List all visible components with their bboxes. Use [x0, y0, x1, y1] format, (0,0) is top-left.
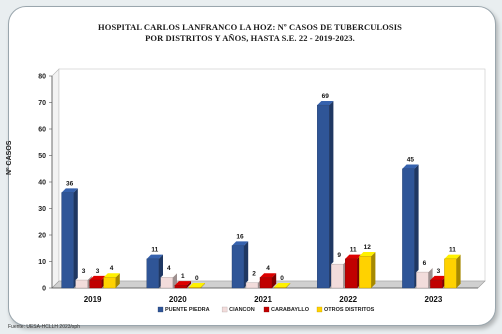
data-label: 3 — [437, 268, 441, 275]
data-label: 45 — [407, 157, 415, 164]
chart-title-line-1: HOSPITAL CARLOS LANFRANCO LA HOZ: Nº CAS… — [98, 22, 402, 32]
y-tick-label: 10 — [38, 259, 46, 266]
y-tick-label: 80 — [38, 74, 46, 81]
x-tick-label: 2023 — [425, 295, 443, 304]
data-label: 69 — [322, 93, 330, 100]
bar-otros-distritos-2023 — [444, 254, 461, 289]
bar-puente-piedra-2023 — [402, 164, 419, 289]
data-label: 36 — [66, 180, 74, 187]
bar-carabayllo-2020 — [174, 281, 191, 289]
legend-label: PUENTE PIEDRA — [165, 307, 210, 313]
bar-otros-distritos-2020 — [188, 283, 205, 289]
bar-puente-piedra-2021 — [231, 241, 249, 289]
bar-carabayllo-2022 — [345, 254, 362, 289]
y-tick-label: 20 — [38, 233, 46, 240]
data-label: 11 — [151, 247, 158, 254]
chart-title-line-2: POR DISTRITOS Y AÑOS, HASTA S.E. 22 - 20… — [145, 33, 355, 43]
data-label: 2 — [252, 271, 256, 278]
data-label: 0 — [280, 275, 284, 282]
legend-swatch — [263, 306, 270, 313]
bar-ciancon-2023 — [416, 267, 433, 289]
bar-ciancon-2022 — [331, 259, 348, 289]
y-tick-label: 50 — [38, 153, 46, 160]
legend-swatch — [316, 306, 323, 313]
source-note: Fuente: UESA-HCLLH 2023/sph — [8, 324, 80, 330]
legend-swatch — [221, 306, 228, 313]
y-tick-label: 30 — [38, 206, 46, 213]
back-wall — [58, 68, 486, 282]
legend-label: OTROS DISTRITOS — [324, 307, 375, 313]
y-tick-label: 40 — [38, 180, 46, 187]
bar-otros-distritos-2022 — [359, 252, 376, 289]
bar-puente-piedra-2019 — [61, 188, 78, 289]
y-tick-label: 60 — [38, 127, 46, 134]
data-label: 4 — [110, 265, 114, 272]
data-label: 1 — [181, 273, 185, 280]
bar-otros-distritos-2021 — [273, 283, 291, 289]
x-tick-label: 2022 — [339, 295, 357, 304]
chart-title: HOSPITAL CARLOS LANFRANCO LA HOZ: Nº CAS… — [40, 22, 460, 44]
bar-ciancon-2020 — [160, 273, 177, 289]
data-label: 9 — [337, 252, 341, 259]
bar-puente-piedra-2022 — [317, 100, 334, 289]
bar-carabayllo-2019 — [89, 275, 106, 289]
data-label: 11 — [350, 247, 357, 254]
y-tick-label: 70 — [38, 100, 46, 107]
bar-carabayllo-2023 — [430, 275, 447, 289]
data-label: 16 — [236, 233, 244, 240]
bar-ciancon-2019 — [75, 275, 92, 289]
data-label: 6 — [423, 260, 427, 267]
data-label: 12 — [364, 244, 372, 251]
data-label: 0 — [195, 275, 199, 282]
legend-label: CARABAYLLO — [271, 307, 310, 313]
legend-label: CIANCON — [229, 307, 255, 313]
bar-carabayllo-2021 — [259, 273, 277, 289]
data-label: 4 — [266, 265, 270, 272]
legend-swatch — [157, 306, 164, 313]
left-wall — [51, 68, 60, 289]
x-tick-label: 2019 — [84, 295, 102, 304]
x-tick-label: 2021 — [254, 295, 272, 304]
data-label: 3 — [96, 268, 100, 275]
y-tick-label: 0 — [42, 286, 46, 293]
bar-otros-distritos-2019 — [103, 273, 120, 289]
data-label: 11 — [449, 247, 456, 254]
data-label: 3 — [82, 268, 86, 275]
data-label: 4 — [167, 265, 171, 272]
bar-puente-piedra-2020 — [146, 254, 163, 289]
x-tick-label: 2020 — [169, 295, 187, 304]
